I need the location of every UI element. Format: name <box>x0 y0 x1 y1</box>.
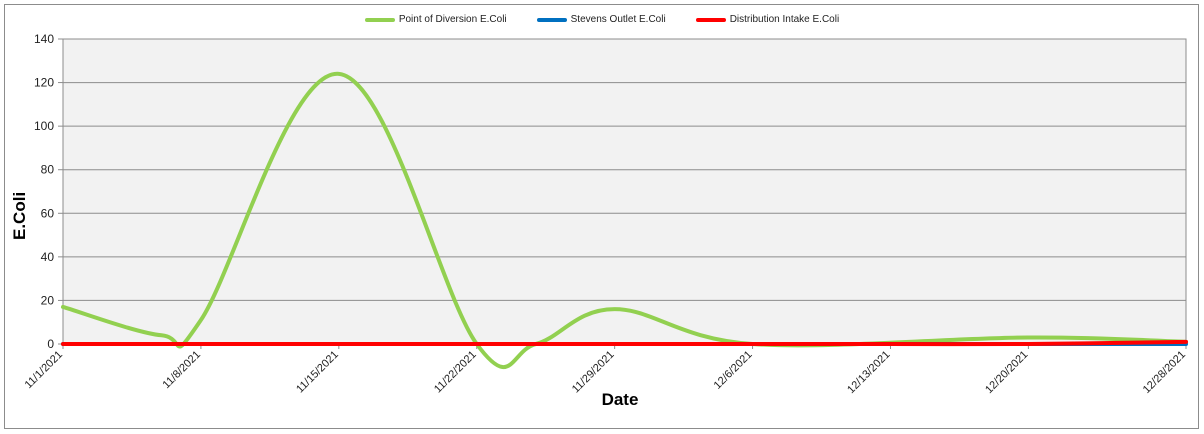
legend-item-stevens-outlet: Stevens Outlet E.Coli <box>536 14 666 25</box>
y-tick-label: 140 <box>34 32 54 46</box>
x-axis-ticks: 11/1/2021 11/8/2021 11/15/2021 11/22/2021 11… <box>23 344 1188 396</box>
x-tick-label: 11/29/2021 <box>570 349 617 396</box>
series-lines <box>61 71 1188 369</box>
x-tick-label: 11/15/2021 <box>294 349 341 396</box>
legend-item-distribution-intake: Distribution Intake E.Coli <box>695 14 840 25</box>
x-tick-label: 11/1/2021 <box>23 349 66 392</box>
x-tick-label: 11/22/2021 <box>432 349 479 396</box>
y-axis-ticks: 0 20 40 60 80 100 120 140 <box>34 32 63 351</box>
legend-swatch-distribution-intake <box>695 17 726 22</box>
y-tick-label: 80 <box>41 163 55 177</box>
y-axis-label: E.Coli <box>10 191 29 240</box>
x-axis-label: Date <box>601 390 639 409</box>
legend-label-point-of-diversion: Point of Diversion E.Coli <box>398 14 507 25</box>
legend: Point of Diversion E.Coli Stevens Outlet… <box>0 14 1204 25</box>
legend-label-distribution-intake: Distribution Intake E.Coli <box>729 14 840 25</box>
y-tick-label: 0 <box>47 337 54 351</box>
y-tick-label: 60 <box>41 206 55 220</box>
y-tick-label: 20 <box>41 293 55 307</box>
y-tick-label: 120 <box>34 76 54 90</box>
plot-area <box>62 38 1187 345</box>
series-line-distribution-intake <box>61 339 1188 347</box>
x-tick-label: 12/28/2021 <box>1141 349 1188 396</box>
x-tick-label: 12/6/2021 <box>712 349 755 392</box>
legend-label-stevens-outlet: Stevens Outlet E.Coli <box>570 14 666 25</box>
legend-swatch-stevens-outlet <box>536 17 567 22</box>
x-tick-label: 11/8/2021 <box>161 349 204 392</box>
legend-item-point-of-diversion: Point of Diversion E.Coli <box>364 14 507 25</box>
x-tick-label: 12/20/2021 <box>983 349 1030 396</box>
legend-swatch-point-of-diversion <box>364 17 395 22</box>
y-tick-label: 100 <box>34 119 54 133</box>
x-tick-label: 12/13/2021 <box>845 349 892 396</box>
y-tick-label: 40 <box>41 250 55 264</box>
